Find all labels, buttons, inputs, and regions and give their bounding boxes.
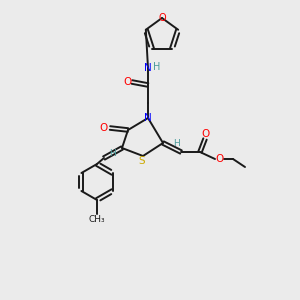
Text: O: O bbox=[202, 129, 210, 139]
Text: H: H bbox=[153, 62, 161, 72]
Text: O: O bbox=[216, 154, 224, 164]
Text: N: N bbox=[144, 113, 152, 123]
Text: H: H bbox=[109, 148, 116, 158]
Text: CH₃: CH₃ bbox=[89, 214, 105, 224]
Text: O: O bbox=[123, 77, 131, 87]
Text: N: N bbox=[144, 63, 152, 73]
Text: S: S bbox=[139, 156, 145, 166]
Text: H: H bbox=[174, 139, 180, 148]
Text: O: O bbox=[158, 13, 166, 23]
Text: O: O bbox=[100, 123, 108, 133]
